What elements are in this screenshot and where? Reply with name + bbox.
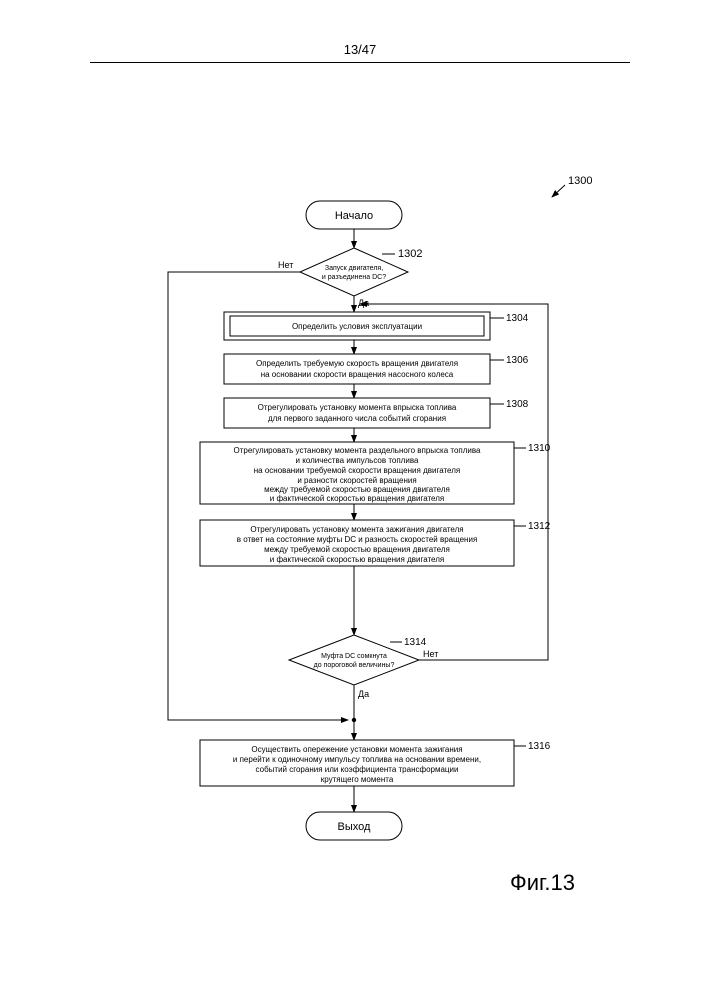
p1310-l4: и разности скоростей вращения: [297, 476, 416, 485]
p1306-l2: на основании скорости вращения насосного…: [261, 370, 454, 379]
p1308-l2: для первого заданного числа событий сгор…: [268, 414, 446, 423]
end-label: Выход: [338, 821, 371, 833]
p1316-l1: Осуществить опережение установки момента…: [251, 745, 462, 754]
p1310-l3: на основании требуемой скорости вращения…: [254, 466, 460, 475]
d1314-no-label: Нет: [423, 649, 438, 659]
d1314-l1: Муфта DC сомкнута: [321, 653, 387, 660]
flowchart-svg: 1300 Начало Запуск двигателя, и разъедин…: [0, 0, 720, 999]
ref-1316: 1316: [528, 741, 551, 752]
d1302-line1: Запуск двигателя,: [325, 265, 383, 272]
ref-1302: 1302: [398, 248, 422, 260]
p1304-line1: Определить условия эксплуатации: [292, 322, 422, 331]
d1314-l2: до пороговой величины?: [314, 661, 395, 669]
ref-arrow-1300: [552, 185, 565, 197]
p1312-l1: Отрегулировать установку момента зажиган…: [250, 525, 463, 534]
ref-1310: 1310: [528, 443, 551, 454]
d1302-yes-label: Да: [358, 298, 369, 308]
start-label: Начало: [335, 210, 373, 222]
d1302-no-label: Нет: [278, 260, 293, 270]
p1310-l1: Отрегулировать установку момента раздель…: [234, 446, 482, 455]
ref-1308: 1308: [506, 399, 529, 410]
ref-1300: 1300: [568, 175, 592, 187]
p1316-l2: и перейти к одиночному импульсу топлива …: [233, 755, 481, 764]
ref-1314: 1314: [404, 637, 427, 648]
p1312-l2: в ответ на состояние муфты DC и разность…: [237, 535, 478, 544]
ref-1306: 1306: [506, 355, 529, 366]
p1310-l2: и количества импульсов топлива: [296, 456, 419, 465]
figure-label: Фиг.13: [510, 870, 575, 896]
p1310-l5: между требуемой скоростью вращения двига…: [264, 485, 450, 494]
ref-1312: 1312: [528, 521, 551, 532]
p1316-l3: событий сгорания или коэффициента трансф…: [256, 765, 459, 774]
decision-1302: [300, 248, 408, 296]
p1306-l1: Определить требуемую скорость вращения д…: [256, 359, 458, 368]
junction-dot: [352, 718, 356, 722]
d1314-yes-label: Да: [358, 689, 369, 699]
p1316-l4: крутящего момента: [321, 775, 394, 784]
ref-1304: 1304: [506, 313, 529, 324]
p1308-l1: Отрегулировать установку момента впрыска…: [258, 403, 457, 412]
p1312-l3: между требуемой скоростью вращения двига…: [264, 545, 450, 554]
p1312-l4: и фактической скоростью вращения двигате…: [270, 555, 444, 564]
p1310-l6: и фактической скоростью вращения двигате…: [270, 494, 444, 503]
d1302-line2: и разъединена DC?: [322, 274, 386, 281]
